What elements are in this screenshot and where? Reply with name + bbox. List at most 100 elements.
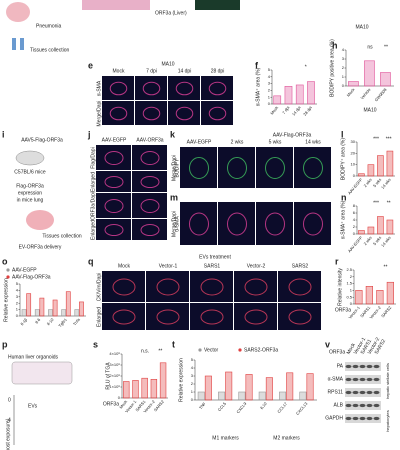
panel-letter: l: [341, 129, 344, 139]
x-tick-label: Tnfa: [72, 317, 81, 327]
legend-marker: [198, 348, 202, 352]
micrograph: [132, 193, 167, 218]
y-tick-label: 3: [16, 294, 19, 299]
panel-letter: h: [332, 40, 338, 50]
column-label: Vector-2: [247, 263, 266, 269]
panel-letter: s: [93, 339, 98, 349]
bar: [21, 309, 27, 317]
y-axis-title: α-SMA⁺ area (%): [340, 200, 346, 239]
row-label: Merge/Dapi: [171, 211, 177, 237]
panel-letter: o: [2, 256, 8, 266]
row-label: α-SMA: [96, 80, 102, 96]
caption: MA10: [355, 24, 368, 30]
y-tick-label: 2: [350, 274, 353, 279]
bar: [386, 281, 394, 305]
y-tick-label: 4: [16, 287, 19, 292]
micrograph-signal: [288, 278, 312, 296]
bar: [197, 391, 205, 401]
y-tick-label: 1: [342, 74, 345, 79]
y-tick-label: 1: [191, 389, 194, 394]
y-tick-label: 4: [353, 217, 356, 222]
bar: [204, 375, 212, 401]
micrograph: [135, 76, 167, 100]
bar: [380, 72, 391, 87]
micrograph-signal: [156, 278, 180, 296]
blot-band: [359, 364, 366, 369]
annotation: **: [384, 264, 388, 270]
column-label: Mock: [118, 263, 130, 269]
column-label: 7 dpi: [146, 68, 157, 74]
column-label: Mock: [113, 68, 125, 74]
x-tick-label: TNF: [198, 401, 207, 411]
annotation: ***: [373, 136, 379, 142]
bar: [284, 86, 293, 105]
micrograph-signal: [142, 106, 161, 121]
blot-band: [345, 390, 352, 395]
micrograph: [146, 271, 189, 302]
micrograph-signal: [208, 81, 227, 96]
micrograph: [294, 202, 331, 245]
micrograph: [201, 101, 233, 125]
tube-icon: [20, 38, 24, 50]
blot-band: [366, 364, 373, 369]
annotation: ***: [386, 136, 392, 142]
timeline-label: 4: [8, 417, 11, 423]
y-tick-label: 2: [342, 65, 345, 70]
micrograph-signal: [189, 157, 209, 179]
bar: [307, 81, 315, 105]
blot-band: [359, 416, 366, 421]
lung-icon: [6, 2, 30, 22]
column-label: 14 wks: [305, 139, 321, 145]
panel-letter: m: [170, 192, 178, 202]
diagram-step: Flag-ORF3a: [16, 183, 44, 189]
y-tick-label: 3: [342, 56, 345, 61]
blot-band: [345, 364, 352, 369]
diagram-step: EV-ORF3a delivery: [19, 244, 62, 250]
micrograph-signal: [112, 309, 136, 325]
micrograph-signal: [142, 81, 161, 96]
y-tick-label: 1: [16, 307, 19, 312]
panel-letter: n: [341, 192, 347, 202]
diagram-step: expression: [18, 190, 42, 196]
y-tick-label: 0.5: [346, 294, 352, 299]
micrograph-signal: [208, 106, 227, 121]
micrograph: [190, 271, 233, 302]
micrograph: [294, 147, 331, 188]
x-tick-label: Il-6: [34, 317, 42, 325]
panel-letter: e: [88, 60, 93, 70]
y-tick-label: 0: [118, 395, 121, 400]
annotation: ***: [373, 200, 379, 206]
column-label: 28 dpi: [211, 68, 225, 74]
y-tick-label: 5: [191, 357, 194, 362]
micrograph: [278, 271, 321, 302]
panel-letter: p: [2, 339, 8, 349]
panel-letter: i: [2, 129, 5, 139]
timeline-label: 0: [8, 397, 11, 403]
bar: [74, 309, 80, 317]
bar: [358, 173, 365, 177]
group-label: hepatocytes: [385, 410, 390, 432]
annotation: **: [384, 44, 388, 50]
blot-band: [366, 390, 373, 395]
blot-band: [373, 416, 380, 421]
bar: [365, 286, 373, 305]
caption: ORF3a (Liver): [155, 10, 187, 16]
y-tick-label: 0: [191, 397, 194, 402]
x-tick-label: 5 wks: [372, 235, 382, 246]
blot-band: [366, 377, 373, 382]
y-tick-label: 5: [268, 67, 271, 72]
micrograph-signal: [112, 278, 136, 296]
x-axis-title: ORF3a: [335, 307, 351, 313]
micrograph-signal: [189, 212, 209, 236]
y-tick-label: 1: [350, 287, 353, 292]
y-tick-label: 1.5: [346, 281, 352, 286]
x-tick-label: 14 wks: [380, 235, 392, 248]
x-tick-label: CCL5: [217, 401, 228, 413]
blot-band: [359, 390, 366, 395]
micrograph-signal: [104, 151, 124, 165]
panel-letter: t: [172, 339, 175, 349]
panel-letter: f: [255, 60, 259, 70]
column-label: AAV-EGFP: [187, 139, 212, 145]
micrograph-signal: [104, 224, 124, 236]
y-tick-label: 3: [268, 81, 271, 86]
